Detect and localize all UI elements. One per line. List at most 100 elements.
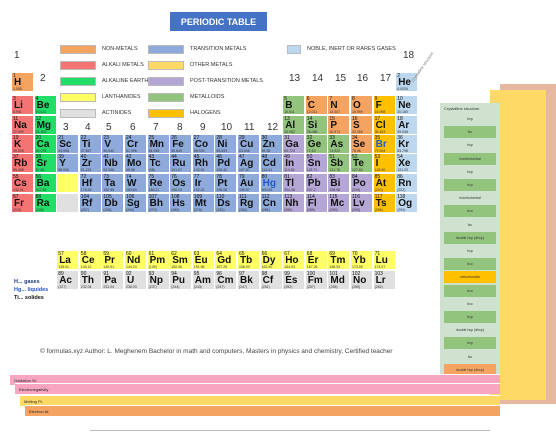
element-cell[interactable]: 21 Sc 44.956 bbox=[56, 134, 80, 154]
element-cell[interactable]: 34 Se 78.96 bbox=[350, 134, 373, 154]
element-cell[interactable]: 69 Tm 168.93 bbox=[327, 250, 351, 270]
element-cell[interactable]: 117 Ts (294) bbox=[372, 193, 396, 213]
element-cell[interactable]: 79 Au 196.97 bbox=[237, 173, 260, 193]
element-cell[interactable]: 55 Cs 132.91 bbox=[11, 173, 34, 193]
element-cell[interactable]: 111 Rg (282) bbox=[237, 193, 260, 213]
element-cell[interactable]: 89 Ac (227) bbox=[56, 270, 80, 290]
element-cell[interactable]: 50 Sn 118.71 bbox=[304, 153, 328, 173]
element-cell[interactable]: 106 Sg (269) bbox=[124, 193, 147, 213]
element-cell[interactable]: 93 Np (237) bbox=[146, 270, 170, 290]
element-cell[interactable]: 30 Zn 65.38 bbox=[259, 134, 283, 154]
element-cell[interactable]: 4 Be 9.0122 bbox=[33, 95, 57, 115]
element-cell[interactable]: 86 Rn (222) bbox=[395, 173, 419, 193]
element-cell[interactable]: 25 Mn 54.938 bbox=[146, 134, 170, 154]
element-cell[interactable]: 114 Fl (289) bbox=[304, 193, 328, 213]
element-cell[interactable]: 80 Hg 200.59 bbox=[259, 173, 283, 193]
element-cell[interactable]: 13 Al 26.982 bbox=[282, 115, 306, 135]
element-cell[interactable]: 6 C 12.011 bbox=[304, 95, 328, 115]
element-cell[interactable]: 70 Yb 173.05 bbox=[350, 250, 373, 270]
element-cell[interactable]: 23 V 50.942 bbox=[101, 134, 125, 154]
element-cell[interactable]: 46 Pd 106.42 bbox=[214, 153, 238, 173]
element-cell[interactable]: 24 Cr 51.996 bbox=[124, 134, 147, 154]
element-cell[interactable]: 118 Og (294) bbox=[395, 193, 419, 213]
element-cell[interactable]: 62 Sm 150.36 bbox=[169, 250, 193, 270]
element-cell[interactable]: 100 Fm (257) bbox=[304, 270, 328, 290]
element-cell[interactable]: 52 Te 127.60 bbox=[350, 153, 373, 173]
element-cell[interactable]: 54 Xe 131.29 bbox=[395, 153, 419, 173]
element-cell[interactable]: 49 In 114.82 bbox=[282, 153, 306, 173]
element-cell[interactable]: 9 F 18.998 bbox=[372, 95, 396, 115]
element-cell[interactable]: 85 At (210) bbox=[372, 173, 396, 193]
element-cell[interactable]: 82 Pb 207.2 bbox=[304, 173, 328, 193]
element-cell[interactable]: 60 Nd 144.24 bbox=[124, 250, 147, 270]
element-cell[interactable]: 101 Md (258) bbox=[327, 270, 351, 290]
element-cell[interactable]: 44 Ru 101.07 bbox=[169, 153, 193, 173]
element-cell[interactable]: 11 Na 22.990 bbox=[11, 115, 34, 135]
element-cell[interactable]: 94 Pu (244) bbox=[169, 270, 193, 290]
element-cell[interactable]: 5 B 10.811 bbox=[282, 95, 306, 115]
element-cell[interactable]: 67 Ho 164.93 bbox=[282, 250, 306, 270]
element-cell[interactable]: 36 Kr 83.798 bbox=[395, 134, 419, 154]
element-cell[interactable]: 76 Os 190.23 bbox=[169, 173, 193, 193]
element-cell[interactable]: 68 Er 167.26 bbox=[304, 250, 328, 270]
element-cell[interactable]: 92 U 238.03 bbox=[124, 270, 147, 290]
element-cell[interactable]: 12 Mg 24.305 bbox=[33, 115, 57, 135]
element-cell[interactable]: 10 Ne 20.180 bbox=[395, 95, 419, 115]
element-cell[interactable]: 87 Fr (223) bbox=[11, 193, 34, 213]
element-cell[interactable]: 57 La 138.91 bbox=[56, 250, 80, 270]
element-cell[interactable]: 108 Hs (269) bbox=[169, 193, 193, 213]
element-cell[interactable]: 112 Cn (285) bbox=[259, 193, 283, 213]
element-cell[interactable]: 42 Mo 95.96 bbox=[124, 153, 147, 173]
element-cell[interactable]: 72 Hf 178.49 bbox=[78, 173, 102, 193]
element-cell[interactable]: 61 Pm (145) bbox=[146, 250, 170, 270]
element-cell[interactable]: 73 Ta 180.95 bbox=[101, 173, 125, 193]
element-cell[interactable]: 8 O 15.999 bbox=[350, 95, 373, 115]
element-cell[interactable]: 17 Cl 35.453 bbox=[372, 115, 396, 135]
element-cell[interactable]: 104 Rf (267) bbox=[78, 193, 102, 213]
element-cell[interactable]: 77 Ir 192.22 bbox=[191, 173, 215, 193]
element-cell[interactable]: 109 Mt (278) bbox=[191, 193, 215, 213]
element-cell[interactable]: 47 Ag 107.87 bbox=[237, 153, 260, 173]
element-cell[interactable]: 16 S 32.065 bbox=[350, 115, 373, 135]
element-cell[interactable]: 102 No (259) bbox=[350, 270, 373, 290]
element-cell[interactable]: 43 Tc (98) bbox=[146, 153, 170, 173]
element-cell[interactable]: 32 Ge 72.63 bbox=[304, 134, 328, 154]
element-cell[interactable]: 58 Ce 140.12 bbox=[78, 250, 102, 270]
element-cell[interactable]: 64 Gd 157.25 bbox=[214, 250, 238, 270]
element-cell[interactable]: 31 Ga 69.723 bbox=[282, 134, 306, 154]
element-cell[interactable]: 33 As 74.922 bbox=[327, 134, 351, 154]
element-cell[interactable]: 71 Lu 174.97 bbox=[372, 250, 396, 270]
element-cell[interactable]: 29 Cu 63.546 bbox=[237, 134, 260, 154]
element-cell[interactable]: 7 N 14.007 bbox=[327, 95, 351, 115]
element-cell[interactable]: 20 Ca 40.078 bbox=[33, 134, 57, 154]
element-cell[interactable]: 116 Lv (293) bbox=[350, 193, 373, 213]
element-cell[interactable]: 22 Ti 47.867 bbox=[78, 134, 102, 154]
element-cell[interactable]: 41 Nb 92.906 bbox=[101, 153, 125, 173]
element-cell[interactable]: 40 Zr 91.224 bbox=[78, 153, 102, 173]
element-cell[interactable]: 28 Ni 58.693 bbox=[214, 134, 238, 154]
element-cell[interactable]: 95 Am (243) bbox=[191, 270, 215, 290]
element-cell[interactable]: 105 Db (268) bbox=[101, 193, 125, 213]
element-cell[interactable]: 103 Lr (262) bbox=[372, 270, 396, 290]
element-cell[interactable]: 90 Th 232.04 bbox=[78, 270, 102, 290]
element-cell[interactable]: 1 H 1.008 bbox=[11, 72, 34, 92]
element-cell[interactable]: 83 Bi 208.98 bbox=[327, 173, 351, 193]
element-cell[interactable]: 18 Ar 39.948 bbox=[395, 115, 419, 135]
element-cell[interactable]: 88 Ra (226) bbox=[33, 193, 57, 213]
element-cell[interactable]: 37 Rb 85.468 bbox=[11, 153, 34, 173]
element-cell[interactable]: 19 K 39.098 bbox=[11, 134, 34, 154]
element-cell[interactable]: 91 Pa 231.04 bbox=[101, 270, 125, 290]
element-cell[interactable]: 75 Re 186.21 bbox=[146, 173, 170, 193]
element-cell[interactable]: 81 Tl 204.38 bbox=[282, 173, 306, 193]
element-cell[interactable]: 96 Cm (247) bbox=[214, 270, 238, 290]
element-cell[interactable]: 56 Ba 137.33 bbox=[33, 173, 57, 193]
element-cell[interactable]: 39 Y 88.906 bbox=[56, 153, 80, 173]
element-cell[interactable]: 97 Bk (247) bbox=[237, 270, 260, 290]
element-cell[interactable]: 48 Cd 112.41 bbox=[259, 153, 283, 173]
element-cell[interactable]: 115 Mc (290) bbox=[327, 193, 351, 213]
element-cell[interactable]: 74 W 183.84 bbox=[124, 173, 147, 193]
element-cell[interactable]: 15 P 30.974 bbox=[327, 115, 351, 135]
element-cell[interactable]: 38 Sr 87.62 bbox=[33, 153, 57, 173]
element-cell[interactable]: 53 I 126.90 bbox=[372, 153, 396, 173]
element-cell[interactable]: 35 Br 79.904 bbox=[372, 134, 396, 154]
